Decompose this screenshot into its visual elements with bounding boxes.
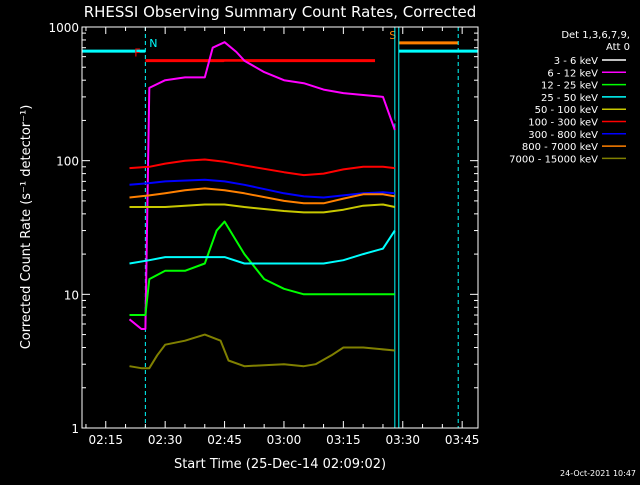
series-line bbox=[129, 158, 395, 177]
series-line bbox=[128, 41, 396, 330]
legend-entry-label: 300 - 800 keV bbox=[528, 130, 598, 141]
legend-entry-label: 6 - 12 keV bbox=[547, 68, 598, 79]
legend-entry-label: 7000 - 15000 keV bbox=[509, 154, 598, 165]
series-line bbox=[129, 333, 395, 370]
x-tick-label: 03:45 bbox=[445, 433, 480, 447]
series-line bbox=[129, 203, 396, 214]
legend-header-attenuator: Att 0 bbox=[606, 42, 630, 53]
series-layer bbox=[128, 41, 396, 370]
legend-entry-label: 50 - 100 keV bbox=[535, 105, 599, 116]
legend-entry-label: 12 - 25 keV bbox=[541, 81, 598, 92]
legend-entry-label: 100 - 300 keV bbox=[528, 118, 598, 129]
plot-frame bbox=[81, 26, 479, 429]
y-tick-label: 100 bbox=[56, 155, 79, 169]
flag-label: S bbox=[389, 29, 396, 42]
legend-entry-label: 800 - 7000 keV bbox=[522, 142, 598, 153]
series-line bbox=[129, 220, 395, 316]
flag-label: F bbox=[134, 47, 140, 60]
x-tick-label: 02:30 bbox=[148, 433, 183, 447]
x-tick-label: 03:30 bbox=[385, 433, 420, 447]
y-axis-label: Corrected Count Rate (s⁻¹ detector⁻¹) bbox=[19, 105, 34, 350]
y-tick-label: 1 bbox=[71, 422, 79, 436]
x-tick-label: 02:15 bbox=[88, 433, 123, 447]
x-tick-label: 02:45 bbox=[207, 433, 242, 447]
y-tick-label: 10 bbox=[64, 288, 79, 302]
series-line bbox=[129, 230, 396, 265]
legend-header-detectors: Det 1,3,6,7,9, bbox=[561, 30, 630, 41]
legend-entry-label: 25 - 50 keV bbox=[541, 93, 598, 104]
flag-layer: NF S bbox=[82, 27, 478, 428]
x-tick-label: 03:00 bbox=[267, 433, 302, 447]
x-axis-label: Start Time (25-Dec-14 02:09:02) bbox=[174, 457, 386, 472]
chart-title: RHESSI Observing Summary Count Rates, Co… bbox=[84, 3, 477, 21]
series-line bbox=[148, 61, 396, 124]
series-line bbox=[129, 178, 395, 199]
axes-layer: 02:15 02:30 02:45 03:00 03:15 03:30 03:45 1 10 10… bbox=[48, 21, 479, 447]
legend-entry-label: 3 - 6 keV bbox=[554, 56, 598, 67]
flag-label: N bbox=[149, 37, 157, 50]
y-tick-label: 1000 bbox=[48, 21, 79, 35]
generation-date: 24-Oct-2021 10:47 bbox=[560, 469, 636, 478]
series-line bbox=[129, 187, 395, 205]
x-tick-label: 03:15 bbox=[326, 433, 361, 447]
